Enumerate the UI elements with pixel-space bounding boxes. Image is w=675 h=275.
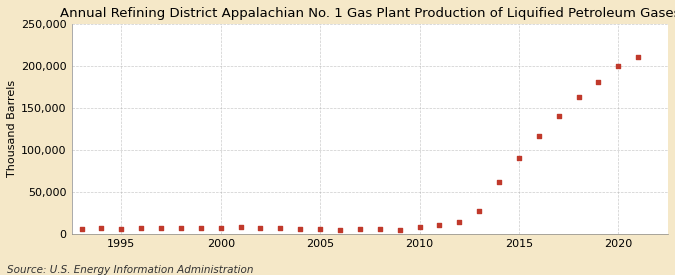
Point xyxy=(514,156,524,161)
Point xyxy=(394,227,405,232)
Point xyxy=(593,80,604,84)
Point xyxy=(275,226,286,230)
Point xyxy=(295,227,306,231)
Point xyxy=(434,222,445,227)
Point xyxy=(493,180,504,184)
Point xyxy=(136,226,146,231)
Point xyxy=(375,227,385,231)
Point xyxy=(196,226,207,230)
Point xyxy=(554,114,564,119)
Point xyxy=(613,64,624,68)
Point xyxy=(533,133,544,138)
Point xyxy=(176,226,186,231)
Point xyxy=(454,220,464,224)
Point xyxy=(235,225,246,229)
Title: Annual Refining District Appalachian No. 1 Gas Plant Production of Liquified Pet: Annual Refining District Appalachian No.… xyxy=(59,7,675,20)
Point xyxy=(96,226,107,230)
Point xyxy=(354,227,365,232)
Point xyxy=(76,227,87,232)
Point xyxy=(116,227,127,231)
Point xyxy=(156,226,167,230)
Point xyxy=(255,226,266,231)
Point xyxy=(414,225,425,229)
Point xyxy=(315,227,325,232)
Point xyxy=(335,227,346,232)
Point xyxy=(573,95,584,99)
Point xyxy=(633,55,644,60)
Text: Source: U.S. Energy Information Administration: Source: U.S. Energy Information Administ… xyxy=(7,265,253,275)
Y-axis label: Thousand Barrels: Thousand Barrels xyxy=(7,80,17,177)
Point xyxy=(215,226,226,230)
Point xyxy=(474,209,485,213)
